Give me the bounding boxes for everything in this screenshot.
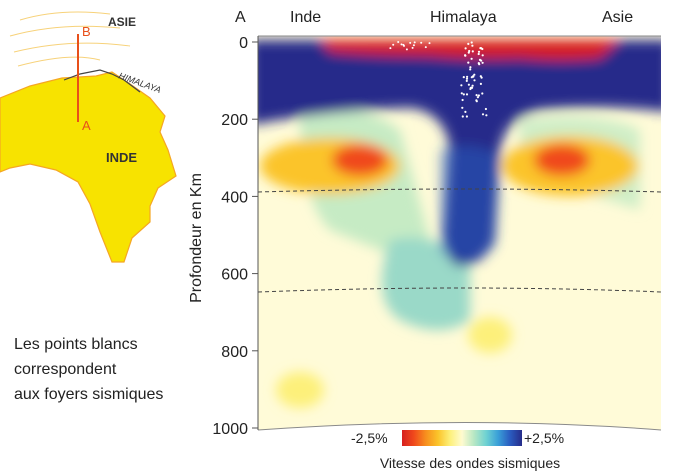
y-tick-label: 0 [239,35,248,52]
seismic-focus-dot [467,42,470,46]
seismic-focus-dot [411,46,414,49]
section-image [258,36,661,430]
seismic-focus-dot [481,54,484,57]
inset-label-asie: ASIE [108,15,136,29]
seismic-focus-dot [470,57,473,60]
y-tick-label: 1000 [212,421,248,438]
legend-colorbar [402,430,522,446]
seismic-focus-dot [481,113,485,116]
seismic-focus-dot [469,66,472,69]
note-line-2: correspondent [14,361,117,378]
seismic-focus-dot [473,79,476,82]
y-tick-label: 200 [221,112,248,129]
seismic-focus-dot [413,41,416,44]
seismic-focus-dot [471,86,474,89]
seismic-focus-dot [470,76,473,79]
seismic-focus-dot [470,41,473,44]
legend-caption: Vitesse des ondes sismiques [380,455,560,471]
section-label-inde: Inde [290,9,321,26]
seismic-focus-dot [477,50,481,53]
note-line-3: aux foyers sismiques [14,386,164,403]
section-label-a: A [235,9,246,26]
seismic-focus-dot [467,83,470,86]
seismic-focus-dot [465,79,468,82]
seismic-focus-dot [464,47,467,50]
seismic-focus-dot [462,93,465,96]
seismic-focus-dot [477,52,480,56]
seismic-focus-dot [484,107,487,111]
inset-label-a: A [82,118,91,133]
contour-lines [9,11,131,67]
seismic-focus-dot [464,110,467,113]
inset-map: B A ASIE HIMALAYA INDE [0,11,177,263]
seismic-focus-dot [481,61,484,64]
discontinuity-660km [257,287,662,293]
seismic-focus-dot [479,82,482,85]
seismic-focus-dot [424,46,427,49]
seismic-focus-dot [465,115,468,118]
seismic-focus-dot [412,44,415,47]
seismic-focus-dot [389,47,392,50]
seismic-focus-dot [481,47,484,51]
seismic-focus-dot [405,48,408,51]
seismic-focus-dot [465,77,469,80]
seismic-focus-dot [392,43,395,46]
seismic-focus-dot [469,68,472,71]
seismic-focus-dot [461,106,464,109]
seismic-focus-dot [409,41,412,44]
seismic-focus-dot [467,51,470,54]
seismic-focus-dot [402,43,405,46]
seismic-focus-dot [480,76,483,79]
seismic-focus-dot [400,43,403,46]
seismic-focus-dot [471,84,474,87]
section-bottom-arc [257,422,662,431]
inset-label-b: B [82,24,91,39]
note-line-1: Les points blancs [14,336,138,353]
seismic-focus-dot [475,94,478,97]
seismic-focus-dot [461,115,464,118]
seismic-focus-dot [471,44,474,47]
seismic-focus-dot [420,41,423,44]
seismic-focus-dot [397,41,400,43]
legend-min-label: -2,5% [351,430,388,446]
seismic-focus-dot [428,42,431,45]
y-tick-label: 400 [221,189,248,206]
seismic-focus-dot [481,92,484,95]
seismic-focus-dot [477,94,480,97]
seismic-focus-dot [461,98,464,102]
seismic-focus-dot [471,50,474,53]
seismic-focus-dot [464,54,467,57]
section-label-himalaya: Himalaya [430,9,497,26]
y-axis: 0 200 400 600 800 1000 Profondeur en Km [188,35,259,438]
y-tick-label: 800 [221,344,248,361]
india-landmass [0,71,177,263]
seismic-focus-dot [462,76,465,79]
section-label-asie: Asie [602,9,633,26]
seismic-focus-dot [467,61,470,64]
seismic-focus-dot [473,73,476,76]
y-tick-label: 600 [221,267,248,284]
seismic-focus-dot [475,99,478,102]
seismic-focus-dot [466,75,469,78]
seismic-foci [389,41,488,118]
seismic-focus-dot [476,96,479,99]
y-ticks: 0 200 400 600 800 1000 [212,35,258,438]
seismic-focus-dot [477,62,480,65]
inset-label-inde: INDE [106,150,137,165]
seismic-focus-dot [460,92,463,95]
legend-max-label: +2,5% [524,430,564,446]
seismic-focus-dot [478,58,482,62]
discontinuity-410km [257,188,662,193]
seismic-focus-dot [460,84,463,87]
seismic-focus-dot [485,114,488,117]
legend: -2,5% +2,5% Vitesse des ondes sismiques [351,430,564,471]
seismic-focus-dot [465,93,469,96]
y-axis-label: Profondeur en Km [188,173,205,303]
